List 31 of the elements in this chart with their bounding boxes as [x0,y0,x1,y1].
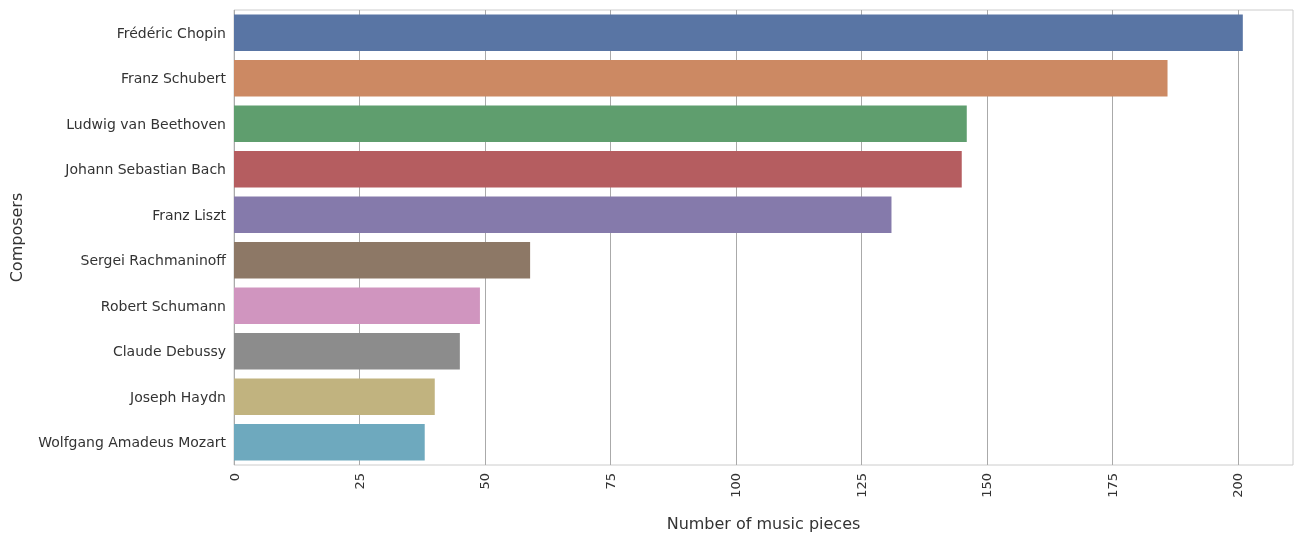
x-tick-label: 0 [226,473,242,482]
x-tick-label: 200 [1230,473,1246,498]
y-tick-label: Claude Debussy [112,343,226,360]
y-tick-label: Robert Schumann [100,297,226,314]
y-tick-label: Sergei Rachmaninoff [80,252,227,269]
bar [234,287,480,324]
y-tick-label: Frédéric Chopin [116,24,226,41]
x-tick-label: 100 [728,473,744,498]
bar [234,378,435,415]
y-tick-label: Franz Schubert [120,70,227,87]
bar [234,105,967,142]
y-tick-label: Wolfgang Amadeus Mozart [38,434,227,451]
y-tick-label: Franz Liszt [152,206,227,223]
bar [234,60,1168,97]
bar [234,196,892,233]
x-axis-title: Number of music pieces [666,513,861,533]
x-tick-label: 25 [351,473,367,490]
bar [234,424,425,461]
x-tick-label: 175 [1104,473,1120,498]
x-tick-label: 125 [853,473,869,498]
y-tick-label: Ludwig van Beethoven [66,115,226,132]
bar [234,14,1243,51]
bar [234,333,460,370]
bar [234,242,531,279]
x-tick-label: 50 [477,473,493,490]
x-tick-label: 75 [602,473,618,490]
x-tick-label: 150 [979,473,995,498]
y-tick-label: Johann Sebastian Bach [64,161,226,178]
y-axis-title: Composers [6,192,26,283]
y-tick-label: Joseph Haydn [129,388,226,405]
bar [234,151,962,188]
